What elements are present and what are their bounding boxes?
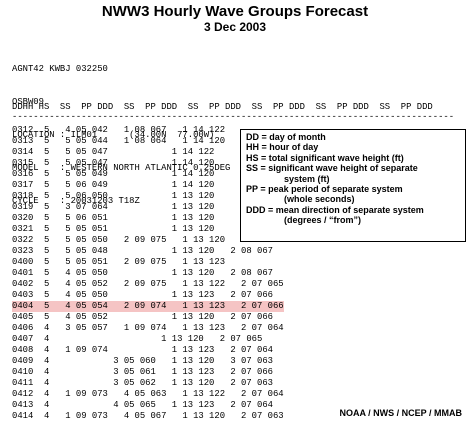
legend-ss-cont: system (ft) — [284, 173, 330, 184]
column-header: DDHH HS SS PP DDD SS PP DDD SS PP DDD SS… — [12, 102, 433, 112]
header-line: CYCLE : 20031203 T18Z — [12, 196, 140, 206]
table-row: 0319 5 3 07 064 1 13 120 — [12, 202, 215, 212]
header-line: AGNT42 KWBJ 032250 — [12, 64, 108, 74]
page-subtitle: 3 Dec 2003 — [203, 20, 267, 34]
legend-box: DD = day of month HH = hour of day HS = … — [240, 129, 466, 242]
table-row: 0321 5 5 05 051 1 13 120 — [12, 224, 215, 234]
table-row: 0322 5 5 05 050 2 09 075 1 13 120 — [12, 235, 226, 245]
bulletin-header: AGNT42 KWBJ 032250 OSBW09 LOCATION : ILM… — [12, 42, 230, 218]
legend-dd: DD = day of month — [246, 132, 326, 142]
legend-ddd-cont: (degrees / “from”) — [284, 215, 362, 226]
header-rule: ----------------------------------------… — [12, 112, 455, 122]
page-title: NWW3 Hourly Wave Groups Forecast — [101, 3, 369, 20]
legend-hh: HH = hour of day — [246, 142, 319, 153]
legend-ddd: DDD = mean direction of separate system — [246, 204, 424, 215]
legend-pp-cont: (whole seconds) — [284, 194, 355, 205]
table-row: 0413 4 4 05 065 1 13 123 2 07 064 — [12, 400, 273, 410]
table-row: 0403 5 4 05 050 1 13 123 2 07 066 — [12, 290, 273, 300]
table-row: 0316 5 5 05 049 1 14 120 — [12, 169, 215, 179]
table-row: 0400 5 5 05 051 2 09 075 1 13 123 — [12, 257, 226, 267]
legend-hs: HS = total significant wave height (ft) — [246, 152, 404, 163]
table-row: 0405 5 4 05 052 1 13 120 2 07 066 — [12, 312, 273, 322]
table-row: 0408 4 1 09 074 1 13 123 2 07 064 — [12, 345, 273, 355]
table-row: 0313 5 5 05 044 1 08 064 1 14 120 — [12, 136, 226, 146]
table-row: 0414 4 1 09 073 4 05 067 1 13 120 2 07 0… — [12, 411, 284, 421]
table-row: 0318 5 5 06 050 1 13 120 — [12, 191, 215, 201]
header-line: OSBW09 — [12, 97, 44, 107]
table-row: 0406 4 3 05 057 1 09 074 1 13 123 2 07 0… — [12, 323, 284, 333]
table-row: 0315 5 5 05 047 1 14 120 — [12, 158, 215, 168]
table-row: 0323 5 5 05 048 1 13 120 2 08 067 — [12, 246, 273, 256]
table-row: 0407 4 1 13 120 2 07 065 — [12, 334, 263, 344]
table-row: 0320 5 5 06 051 1 13 120 — [12, 213, 215, 223]
table-row: 0410 4 3 05 061 1 13 123 2 07 066 — [12, 367, 273, 377]
forecast-table: 0312 5 4 05 042 1 08 067 1 14 122 0313 5 … — [12, 125, 284, 422]
table-row: 0409 4 3 05 060 1 13 120 3 07 063 — [12, 356, 273, 366]
legend-pp: PP = peak period of separate system — [246, 184, 403, 195]
legend-ss: SS = significant wave height of separate — [246, 163, 418, 174]
table-row: 0401 5 4 05 050 1 13 120 2 08 067 — [12, 268, 273, 278]
table-row-highlighted: 0404 5 4 05 054 2 09 074 1 13 123 2 07 0… — [12, 301, 284, 312]
table-row: 0314 5 5 05 047 1 14 122 — [12, 147, 215, 157]
table-row: 0317 5 5 06 049 1 14 120 — [12, 180, 215, 190]
table-row: 0312 5 4 05 042 1 08 067 1 14 122 — [12, 125, 226, 135]
header-line: MODEL : WESTERN NORTH ATLANTIC 0.25DEG — [12, 163, 231, 173]
table-row: 0411 4 3 05 062 1 13 120 2 07 063 — [12, 378, 273, 388]
credit-line: NOAA / NWS / NCEP / MMAB — [339, 408, 462, 418]
header-line: LOCATION : ILM01 (34.00N 77.00W) — [12, 130, 215, 140]
table-row: 0412 4 1 09 073 4 05 063 1 13 122 2 07 0… — [12, 389, 284, 399]
table-row: 0402 5 4 05 052 2 09 075 1 13 122 2 07 0… — [12, 279, 284, 289]
